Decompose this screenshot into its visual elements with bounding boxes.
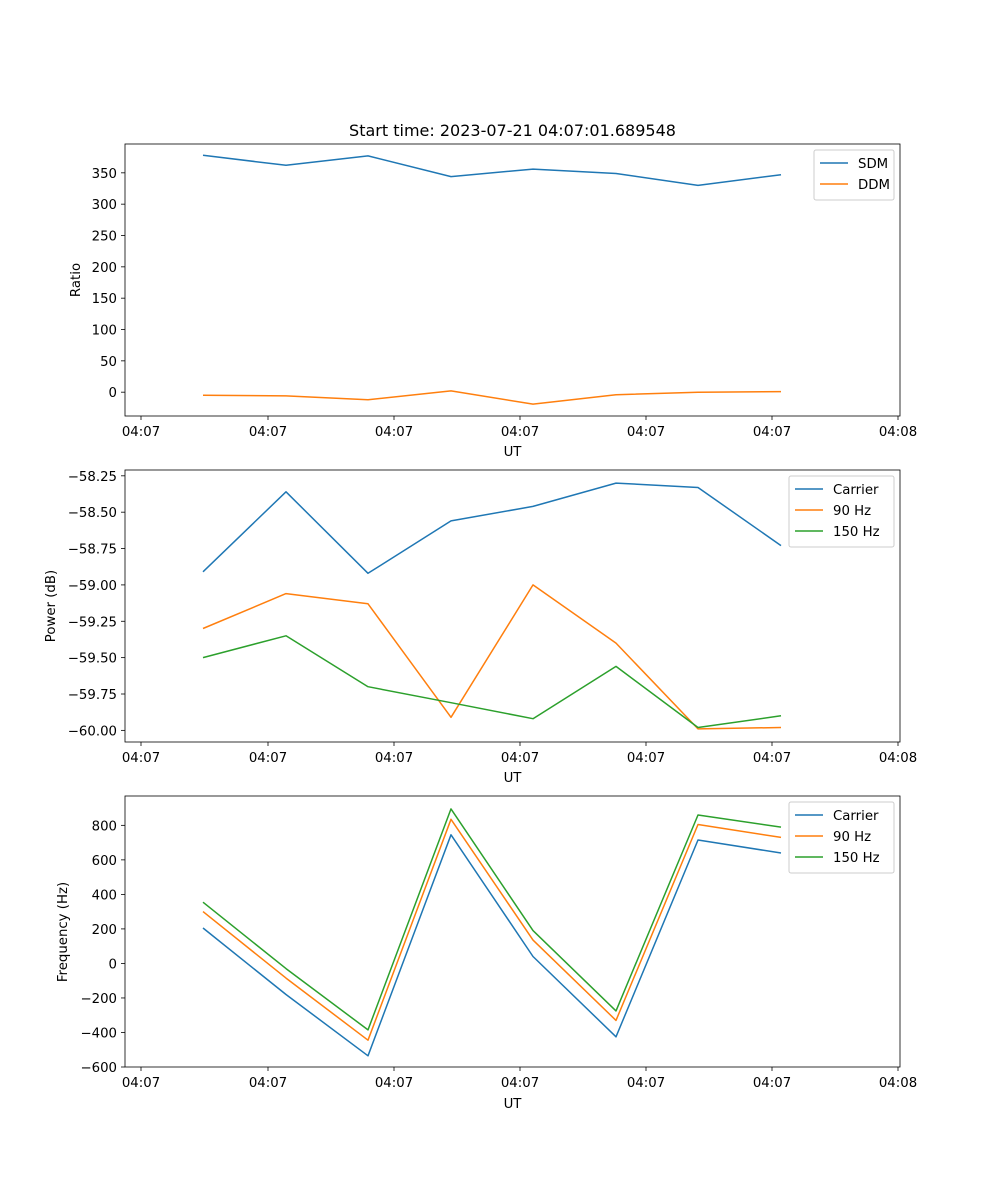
frequency-legend-box (788, 801, 895, 874)
frequency-series-90-hz-line (202, 818, 782, 1041)
power-legend-label: Carrier (833, 483, 879, 498)
power-xtick-label: 04:08 (879, 751, 917, 766)
frequency-ytick-label: −200 (80, 992, 117, 1007)
power-legend-label: 90 Hz (833, 504, 871, 519)
ratio-ytick-label: 100 (92, 324, 117, 339)
power-xtick-label: 04:07 (501, 751, 539, 766)
power-ytick-label: −59.25 (68, 615, 117, 630)
ratio-ytick-label: 200 (92, 261, 117, 276)
frequency-ytick-label: 400 (92, 888, 117, 903)
ratio-ytick-label: 0 (109, 386, 117, 401)
ratio-xlabel: UT (504, 445, 523, 460)
frequency-ytick-label: 200 (92, 923, 117, 938)
ratio-xtick-label: 04:07 (753, 425, 791, 440)
power-ytick-label: −59.00 (68, 579, 117, 594)
power-xtick-label: 04:07 (753, 751, 791, 766)
ratio-ytick-label: 50 (100, 355, 117, 370)
frequency-xtick-label: 04:07 (249, 1076, 287, 1091)
panel-ratio: 04:07 04:07 04:07 04:07 04:07 04:07 04:08 0 50 10… (69, 143, 917, 460)
frequency-xtick-label: 04:07 (501, 1076, 539, 1091)
panel-power: 04:07 04:07 04:07 04:07 04:07 04:07 04:08 −58.2… (44, 469, 917, 786)
panel-frequency: 04:07 04:07 04:07 04:07 04:07 04:07 04:08 −600 −… (56, 795, 917, 1112)
frequency-marks: 04:07 04:07 04:07 04:07 04:07 04:07 04:08 −600 −… (80, 801, 917, 1091)
power-xtick-label: 04:07 (627, 751, 665, 766)
frequency-ylabel: Frequency (Hz) (56, 882, 71, 982)
ratio-xtick-label: 04:07 (627, 425, 665, 440)
power-ytick-label: −58.50 (68, 506, 117, 521)
ratio-xtick-label: 04:07 (122, 425, 160, 440)
ratio-legend-label: SDM (858, 157, 888, 172)
frequency-series-carrier-line (202, 834, 782, 1057)
power-series-90-hz-line (202, 584, 782, 730)
power-xlabel: UT (504, 771, 523, 786)
ratio-xtick-label: 04:07 (249, 425, 287, 440)
frequency-legend-label: 90 Hz (833, 830, 871, 845)
power-series-carrier-line (202, 482, 782, 575)
frequency-ytick-label: −400 (80, 1026, 117, 1041)
chart-title: Start time: 2023-07-21 04:07:01.689548 (349, 121, 676, 140)
power-xtick-label: 04:07 (249, 751, 287, 766)
ratio-ytick-label: 350 (92, 167, 117, 182)
ratio-xtick-label: 04:07 (375, 425, 413, 440)
ratio-series-ddm-line (202, 390, 782, 405)
ratio-ytick-label: 300 (92, 198, 117, 213)
frequency-legend: Carrier 90 Hz 150 Hz (788, 801, 895, 874)
power-xtick-label: 04:07 (375, 751, 413, 766)
power-ytick-label: −58.75 (68, 543, 117, 558)
ratio-ytick-label: 150 (92, 292, 117, 307)
power-legend-box (788, 475, 895, 548)
power-series-150-hz-line (202, 635, 782, 729)
ratio-series-sdm-line (202, 154, 782, 187)
ratio-frame (124, 143, 901, 417)
ratio-legend: SDM DDM (813, 149, 895, 201)
ratio-legend-label: DDM (858, 178, 890, 193)
power-ytick-label: −59.75 (68, 688, 117, 703)
ratio-ylabel: Ratio (69, 263, 84, 297)
frequency-xlabel: UT (504, 1097, 523, 1112)
power-frame (124, 469, 901, 743)
ratio-marks: 04:07 04:07 04:07 04:07 04:07 04:07 04:08 0 50 10… (92, 149, 917, 440)
frequency-xtick-label: 04:08 (879, 1076, 917, 1091)
frequency-legend-label: 150 Hz (833, 851, 880, 866)
frequency-frame (124, 795, 901, 1068)
ratio-xtick-label: 04:08 (879, 425, 917, 440)
frequency-ytick-label: −600 (80, 1061, 117, 1076)
frequency-xtick-label: 04:07 (375, 1076, 413, 1091)
frequency-series-150-hz-line (202, 808, 782, 1031)
frequency-ytick-label: 0 (109, 957, 117, 972)
frequency-xtick-label: 04:07 (753, 1076, 791, 1091)
power-ytick-label: −58.25 (68, 470, 117, 485)
power-legend: Carrier 90 Hz 150 Hz (788, 475, 895, 548)
frequency-ytick-label: 600 (92, 854, 117, 869)
frequency-xtick-label: 04:07 (627, 1076, 665, 1091)
power-marks: 04:07 04:07 04:07 04:07 04:07 04:07 04:08 −58.2… (68, 470, 917, 766)
frequency-ytick-label: 800 (92, 819, 117, 834)
power-ytick-label: −59.50 (68, 652, 117, 667)
power-ytick-label: −60.00 (68, 724, 117, 739)
ratio-ytick-label: 250 (92, 230, 117, 245)
ratio-xtick-label: 04:07 (501, 425, 539, 440)
power-ylabel: Power (dB) (44, 570, 59, 642)
frequency-xtick-label: 04:07 (122, 1076, 160, 1091)
power-legend-label: 150 Hz (833, 525, 880, 540)
power-xtick-label: 04:07 (122, 751, 160, 766)
frequency-legend-label: Carrier (833, 809, 879, 824)
